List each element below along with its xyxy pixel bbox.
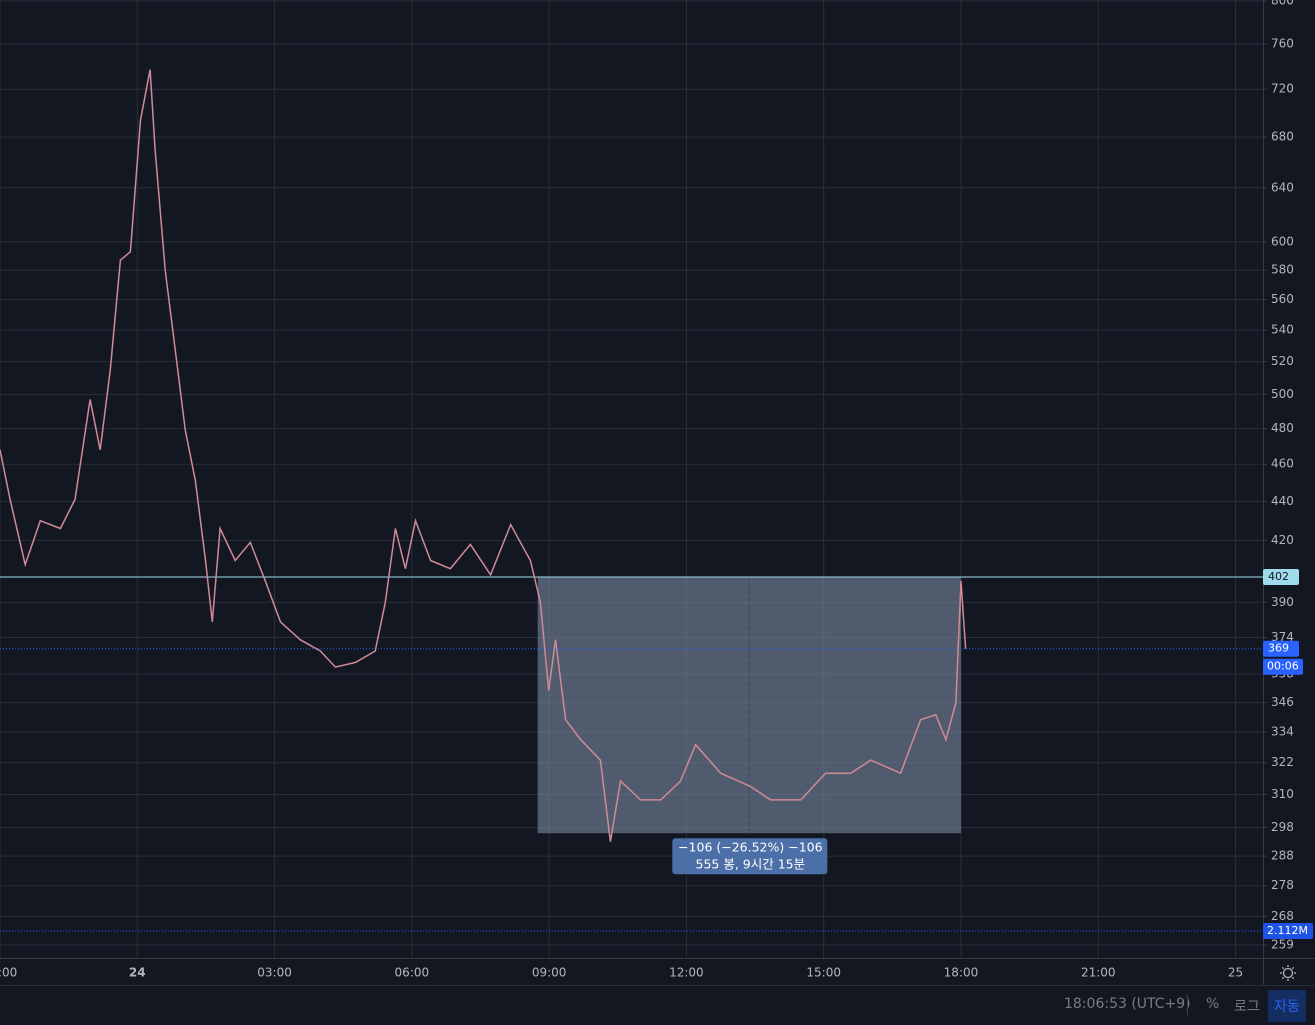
y-tick-label: 720 [1271, 82, 1294, 96]
volume-badge [1263, 923, 1313, 939]
y-tick-label: 420 [1271, 533, 1294, 547]
y-tick-label: 268 [1271, 909, 1294, 923]
y-tick-label: 374 [1271, 630, 1294, 644]
price-badge [1263, 640, 1299, 657]
measure-label: 555 봉, 9시간 15분 [696, 857, 806, 872]
x-tick-label: 12:00 [669, 966, 704, 980]
bottom-toolbar: 18:06:53 (UTC+9) % 로그 자동 [0, 985, 1315, 1025]
y-tick-label: 288 [1271, 849, 1294, 863]
y-tick-label: 640 [1271, 180, 1294, 194]
y-tick-label: 298 [1271, 820, 1294, 834]
y-tick-label: 680 [1271, 130, 1294, 144]
x-tick-label: 25 [1228, 966, 1243, 980]
y-tick-label: 390 [1271, 595, 1294, 609]
y-tick-label: 540 [1271, 323, 1294, 337]
y-tick-label: 760 [1271, 36, 1294, 50]
y-tick-label: 334 [1271, 725, 1294, 739]
volume-badge-label: 2.112M [1267, 924, 1308, 937]
countdown-badge [1263, 658, 1303, 675]
x-tick-label: 24 [129, 966, 146, 980]
x-tick-label: 06:00 [395, 966, 430, 980]
plot: −106 (−26.52%) −106 555 봉, 9시간 15분 [0, 69, 1263, 932]
countdown: 00:06 [1267, 660, 1299, 673]
y-tick-label: 322 [1271, 755, 1294, 769]
auto-button[interactable]: 자동 [1268, 990, 1306, 1022]
x-tick-label: 18:00 [944, 966, 979, 980]
measure-label: −106 (−26.52%) −106 [678, 840, 823, 855]
x-tick-label: 09:00 [532, 966, 567, 980]
clock: 18:06:53 (UTC+9) [1064, 996, 1191, 1012]
price-badge-label: 402 [1268, 570, 1289, 583]
divider [1187, 994, 1188, 1016]
y-tick-label: 800 [1271, 0, 1294, 8]
y-tick-label: 500 [1271, 387, 1294, 401]
y-tick-label: 460 [1271, 457, 1294, 471]
y-tick-label: 346 [1271, 695, 1294, 709]
settings-icon[interactable] [1280, 965, 1296, 981]
x-tick-label: 15:00 [806, 966, 841, 980]
y-tick-label: 480 [1271, 421, 1294, 435]
y-tick-label: 440 [1271, 494, 1294, 508]
y-tick-label: 310 [1271, 787, 1294, 801]
y-tick-label: 580 [1271, 263, 1294, 277]
y-tick-label: 278 [1271, 878, 1294, 892]
x-tick-label: 21:00 [0, 966, 17, 980]
y-tick-label: 259 [1271, 937, 1294, 951]
x-tick-label: 03:00 [257, 966, 292, 980]
percent-button[interactable]: % [1206, 996, 1220, 1012]
y-tick-label: 520 [1271, 354, 1294, 368]
axes: 21:00 24 03:00 06:00 09:00 12:00 15:00 18:00 21:… [0, 0, 1313, 980]
measure-label-box [672, 838, 828, 875]
x-tick-label: 21:00 [1081, 966, 1116, 980]
price-badge-label: 369 [1268, 642, 1289, 655]
log-button[interactable]: 로그 [1234, 999, 1260, 1015]
y-tick-label: 560 [1271, 292, 1294, 306]
price-line-series [0, 69, 967, 842]
price-badge [1263, 569, 1299, 586]
y-tick-label: 600 [1271, 234, 1294, 248]
